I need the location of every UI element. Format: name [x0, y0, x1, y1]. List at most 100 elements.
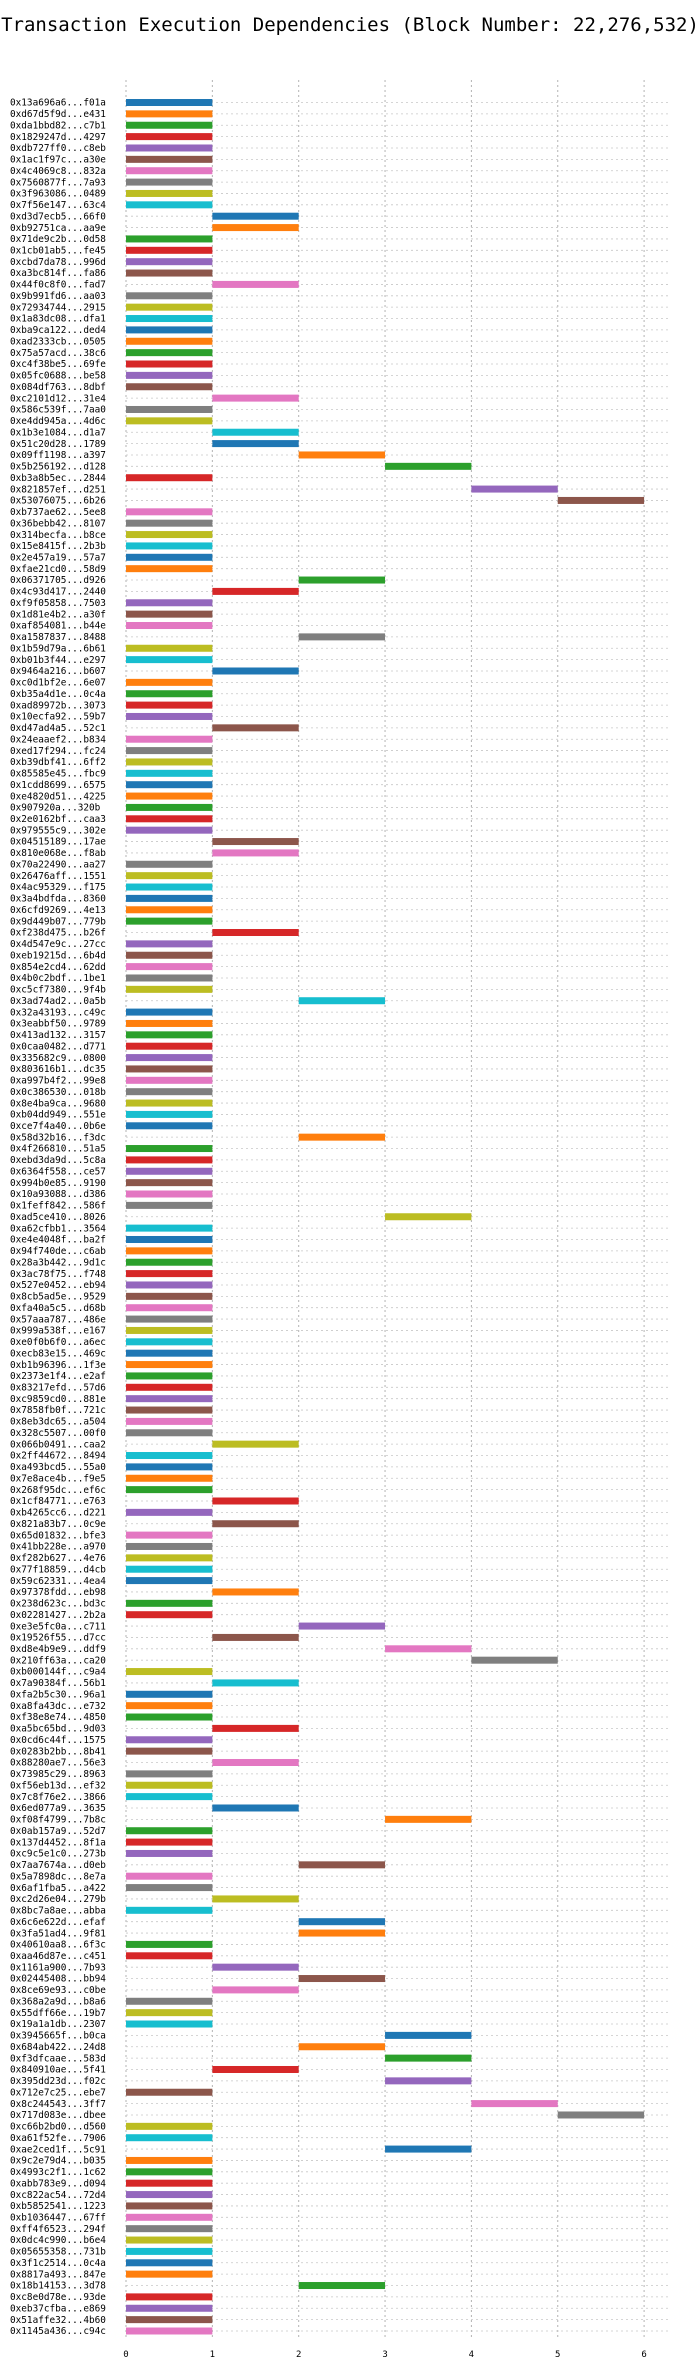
transaction-label: 0x210ff63a...ca20 [10, 1655, 106, 1666]
transaction-bar [126, 1281, 213, 1289]
transaction-bar [126, 2179, 213, 2187]
transaction-label: 0x10ecfa92...59b7 [10, 712, 106, 723]
transaction-label: 0x6af1fba5...a422 [10, 1883, 106, 1894]
transaction-bar [126, 1474, 213, 1482]
transaction-label: 0x6c6e622d...efaf [10, 1917, 106, 1928]
transaction-bar [126, 1292, 213, 1300]
transaction-label: 0xaf854081...b44e [10, 621, 106, 632]
transaction-label: 0x55dff66e...19b7 [10, 2008, 106, 2019]
x-tick-label: 6 [641, 2350, 646, 2360]
transaction-bar [212, 1633, 299, 1641]
transaction-label: 0x24eaaef2...b834 [10, 734, 106, 745]
transaction-bar [471, 485, 558, 493]
transaction-label: 0xc66b2bd0...d560 [10, 2122, 106, 2133]
transaction-bar [126, 644, 213, 652]
transaction-bar [298, 1975, 386, 1983]
transaction-bar [212, 1679, 299, 1687]
transaction-bar [126, 383, 213, 391]
transaction-label: 0xc9859cd0...881e [10, 1394, 106, 1405]
transaction-bar [212, 667, 299, 675]
transaction-label: 0x57aaa787...486e [10, 1314, 106, 1325]
transaction-label: 0xdb727ff0...c8eb [10, 143, 106, 154]
transaction-label: 0xfa40a5c5...d68b [10, 1303, 106, 1314]
transaction-label: 0x6ed077a9...3635 [10, 1803, 106, 1814]
transaction-bar [126, 1429, 213, 1437]
transaction-bar [126, 1258, 213, 1266]
transaction-label: 0x59c62331...4ea4 [10, 1576, 106, 1587]
transaction-bar [126, 1508, 213, 1516]
transaction-label: 0x994b0e85...9190 [10, 1178, 106, 1189]
transaction-bar [126, 963, 213, 971]
transaction-bar [212, 849, 299, 857]
transaction-bar [126, 110, 213, 118]
transaction-bar [126, 2236, 213, 2244]
transaction-label: 0x71de9c2b...0d58 [10, 234, 106, 245]
transaction-bar [126, 1008, 213, 1016]
transaction-bar [126, 2259, 213, 2267]
transaction-bar [212, 1520, 299, 1528]
transaction-bar [126, 155, 213, 163]
transaction-bar [212, 929, 299, 937]
transaction-label: 0x9c2e79d4...b035 [10, 2156, 106, 2167]
transaction-bar [126, 1167, 213, 1175]
transaction-bar [126, 201, 213, 209]
transaction-bar [126, 1486, 213, 1494]
transaction-label: 0x72934744...2915 [10, 302, 106, 313]
transaction-label: 0xfa2b5c30...96a1 [10, 1689, 106, 1700]
transaction-label: 0x821a83b7...0c9e [10, 1519, 106, 1530]
transaction-label: 0x13a696a6...f01a [10, 98, 106, 109]
transaction-bar [126, 2293, 213, 2301]
transaction-bar [385, 1213, 472, 1221]
transaction-label: 0x840910ae...5f41 [10, 2065, 106, 2076]
transaction-label: 0xa997b4f2...99e8 [10, 1076, 106, 1087]
transaction-bar [126, 1088, 213, 1096]
transaction-bar [126, 883, 213, 891]
transaction-bar [212, 280, 299, 288]
transaction-label: 0x527e0452...eb94 [10, 1280, 106, 1291]
transaction-bar [298, 1622, 386, 1630]
transaction-label: 0x02445408...bb94 [10, 1974, 106, 1985]
transaction-label: 0xabb783e9...d094 [10, 2178, 106, 2189]
transaction-bar [126, 1770, 213, 1778]
transaction-label: 0x3eabbf50...9789 [10, 1019, 106, 1030]
transaction-label: 0x8cb5ad5e...9529 [10, 1292, 106, 1303]
transaction-label: 0x821857ef...d251 [10, 484, 106, 495]
transaction-bar [126, 826, 213, 834]
transaction-bar [212, 1440, 299, 1448]
transaction-label: 0x05fc0688...be58 [10, 371, 106, 382]
transaction-bar [126, 133, 213, 141]
y-tick-labels: 0x13a696a6...f01a0xd67d5f9d...e4310xda1b… [10, 98, 106, 2337]
transaction-bar [126, 246, 213, 254]
transaction-label: 0xb737ae62...5ee8 [10, 507, 106, 518]
transaction-label: 0xe0f0b6f0...a6ec [10, 1337, 106, 1348]
transaction-bar [212, 1804, 299, 1812]
transaction-bar [126, 337, 213, 345]
transaction-bar [126, 803, 213, 811]
transaction-label: 0x0dc4c990...b6e4 [10, 2235, 106, 2246]
transaction-label: 0xe3e5fc0a...c711 [10, 1621, 106, 1632]
transaction-bar [126, 2191, 213, 2199]
transaction-label: 0xfae21cd0...58d9 [10, 564, 106, 575]
transaction-bar [126, 1997, 213, 2005]
transaction-bar [126, 2134, 213, 2142]
transaction-bar [126, 1884, 213, 1892]
transaction-label: 0xb1b96396...1f3e [10, 1360, 106, 1371]
transaction-bar [126, 1463, 213, 1471]
transaction-bar [126, 1179, 213, 1187]
transaction-label: 0xb4265cc6...d221 [10, 1508, 106, 1519]
transaction-bar [126, 360, 213, 368]
transaction-label: 0x7aa7674a...d0eb [10, 1860, 106, 1871]
transaction-label: 0x7a90384f...56b1 [10, 1678, 106, 1689]
transaction-bar [126, 701, 213, 709]
transaction-label: 0xf56eb13d...ef32 [10, 1780, 106, 1791]
transaction-bar [385, 462, 472, 470]
transaction-bar [126, 303, 213, 311]
transaction-bar [126, 1611, 213, 1619]
transaction-bar [126, 940, 213, 948]
transaction-label: 0xa8fa43dc...e732 [10, 1701, 106, 1712]
transaction-bar [126, 1668, 213, 1676]
transaction-bar [385, 2145, 472, 2153]
transaction-bar [126, 894, 213, 902]
transaction-label: 0x1145a436...c94c [10, 2326, 106, 2337]
